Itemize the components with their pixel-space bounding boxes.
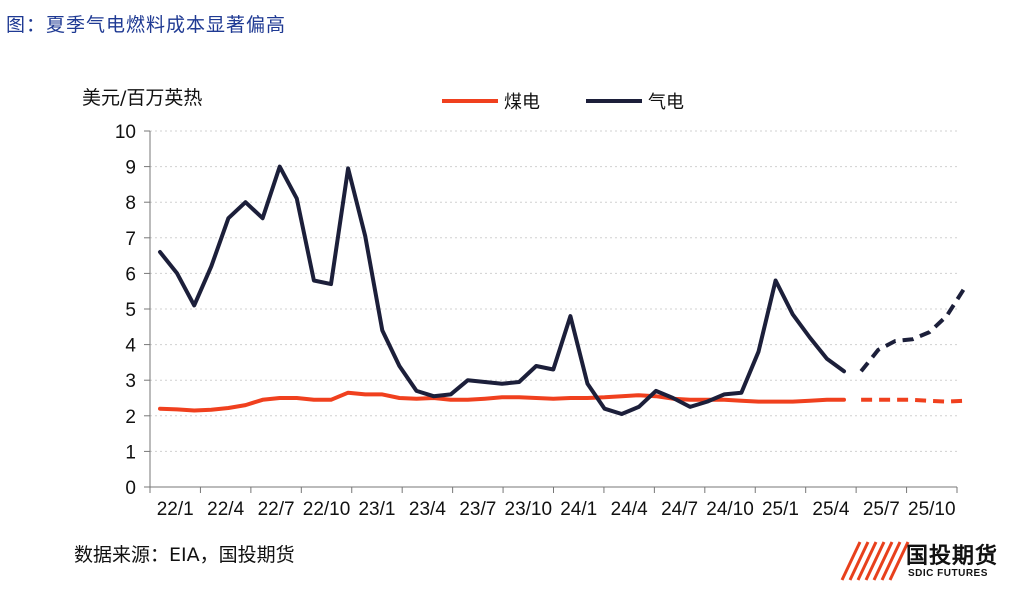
y-tick-label: 1 — [125, 442, 136, 463]
x-tick-label: 23/1 — [358, 499, 395, 520]
series-line-forecast-coal — [861, 397, 964, 404]
logo-text-en: SDIC FUTURES — [908, 568, 988, 579]
x-tick-label: 24/7 — [661, 499, 698, 520]
x-tick-label: 22/10 — [303, 499, 351, 520]
y-tick-label: 10 — [115, 122, 136, 143]
y-tick-label: 9 — [125, 158, 136, 179]
y-tick-label: 6 — [125, 264, 136, 285]
y-tick-label: 0 — [125, 478, 136, 499]
logo-stripe — [872, 541, 894, 581]
legend-label: 煤电 — [504, 92, 540, 113]
x-tick-label: 24/1 — [560, 499, 597, 520]
sdic-logo-icon — [840, 541, 910, 581]
logo-stripe — [840, 541, 862, 581]
y-tick-label: 4 — [125, 336, 136, 357]
x-tick-label: 24/10 — [706, 499, 754, 520]
y-tick-label: 5 — [125, 300, 136, 321]
series-line-coal — [158, 390, 846, 413]
series-line-gas — [158, 164, 846, 416]
y-tick-label: 8 — [125, 193, 136, 214]
series-lines — [158, 164, 966, 416]
figure-title: 图：夏季气电燃料成本显著偏高 — [6, 14, 287, 36]
x-tick-label: 25/4 — [812, 499, 849, 520]
x-tick-label: 25/10 — [908, 499, 956, 520]
x-tick-label: 22/4 — [207, 499, 244, 520]
logo-stripe — [856, 541, 878, 581]
logo-stripe — [880, 541, 902, 581]
x-tick-label: 22/1 — [157, 499, 194, 520]
logo-stripe — [864, 541, 886, 581]
logo-text-cn: 国投期货 — [906, 544, 999, 569]
logo-stripe — [848, 541, 870, 581]
gridlines — [150, 130, 957, 452]
y-ticks: 0 1 2 3 4 5 6 7 8 9 10 — [115, 122, 150, 499]
y-tick-label: 2 — [125, 407, 136, 428]
x-ticks: 22/1 22/4 22/7 22/10 23/1 23/4 23/7 23/10 24/1 24… — [149, 487, 958, 520]
series-line-forecast-gas — [859, 288, 966, 373]
x-tick-label: 25/1 — [762, 499, 799, 520]
legend: 煤电 气电 — [442, 92, 684, 113]
x-tick-label: 23/4 — [409, 499, 446, 520]
y-axis-label: 美元/百万英热 — [82, 87, 202, 109]
source-note: 数据来源：EIA，国投期货 — [74, 544, 295, 566]
x-tick-label: 25/7 — [863, 499, 900, 520]
x-tick-label: 23/10 — [505, 499, 553, 520]
y-tick-label: 7 — [125, 229, 136, 250]
x-tick-label: 23/7 — [459, 499, 496, 520]
x-tick-label: 24/4 — [611, 499, 648, 520]
logo-stripe — [888, 541, 910, 581]
x-tick-label: 22/7 — [258, 499, 295, 520]
y-tick-label: 3 — [125, 371, 136, 392]
legend-label: 气电 — [648, 92, 684, 113]
